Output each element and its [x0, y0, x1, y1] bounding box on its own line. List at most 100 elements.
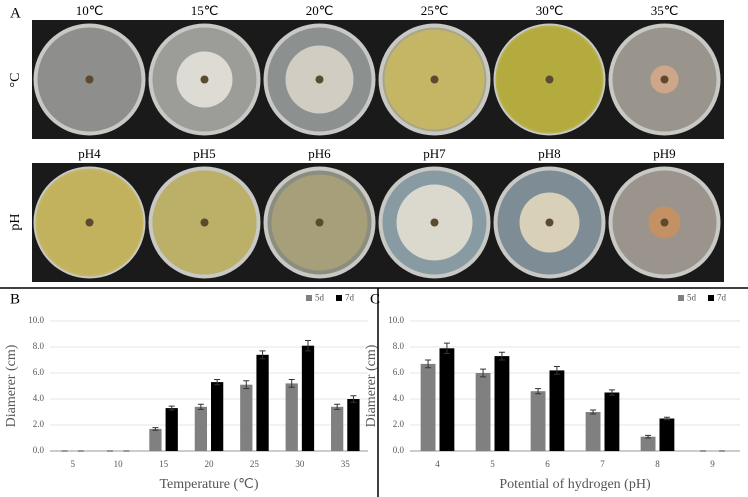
panel-label: B — [10, 291, 20, 307]
error-bar — [535, 388, 542, 395]
x-tick-label: 4 — [435, 459, 440, 469]
row-label: pH — [8, 213, 23, 230]
x-tick-label: 15 — [159, 459, 169, 469]
row-label: °C — [8, 73, 23, 88]
y-tick-label: 6.0 — [33, 367, 45, 377]
error-bar — [608, 389, 615, 396]
inoculum — [85, 75, 94, 84]
bar — [331, 406, 344, 451]
photo-label: pH7 — [423, 146, 446, 161]
inoculum — [200, 75, 209, 84]
bar — [256, 354, 269, 451]
bar — [211, 382, 224, 451]
x-axis-label: Potential of hydrogen (pH) — [499, 477, 651, 492]
x-tick-label: 35 — [341, 459, 351, 469]
y-tick-label: 2.0 — [393, 419, 405, 429]
photo-label: 20℃ — [306, 3, 334, 18]
x-axis-label: Temperature (℃) — [159, 477, 258, 492]
bar — [530, 391, 546, 451]
bar — [585, 412, 601, 451]
photo-label: pH5 — [193, 146, 215, 161]
bar — [420, 363, 436, 451]
error-bar — [243, 380, 250, 390]
error-bar — [498, 351, 505, 361]
legend-swatch — [678, 295, 684, 301]
error-bar — [214, 379, 221, 386]
error-bar — [443, 342, 450, 354]
legend-label: 7d — [717, 293, 727, 303]
error-bar — [168, 405, 175, 411]
error-bar — [334, 403, 341, 410]
x-tick-label: 30 — [295, 459, 305, 469]
y-tick-label: 4.0 — [393, 393, 405, 403]
y-tick-label: 8.0 — [393, 341, 405, 351]
error-bar — [553, 366, 560, 375]
panel-label: C — [370, 291, 380, 307]
error-bar — [288, 379, 295, 388]
y-tick-label: 10.0 — [388, 315, 404, 325]
bar — [149, 428, 162, 451]
panel-label: A — [10, 5, 21, 21]
inoculum — [660, 75, 669, 84]
bar — [439, 348, 455, 451]
inoculum — [315, 75, 324, 84]
x-tick-label: 9 — [710, 459, 715, 469]
y-axis-label: Diamerer (cm) — [4, 344, 19, 427]
legend-swatch — [336, 295, 342, 301]
legend-label: 5d — [687, 293, 697, 303]
y-tick-label: 2.0 — [33, 419, 45, 429]
x-tick-label: 10 — [114, 459, 124, 469]
x-tick-label: 5 — [490, 459, 495, 469]
inoculum — [545, 218, 554, 227]
error-bar — [645, 434, 652, 439]
legend-label: 5d — [315, 293, 325, 303]
error-bar — [259, 350, 266, 360]
bar — [640, 436, 656, 451]
photo-label: 10℃ — [76, 3, 104, 18]
bar — [301, 345, 315, 451]
x-tick-label: 7 — [600, 459, 605, 469]
bar — [659, 418, 675, 451]
y-tick-label: 10.0 — [28, 315, 44, 325]
y-tick-label: 8.0 — [33, 341, 45, 351]
bar — [240, 384, 253, 451]
photo-label: pH8 — [538, 146, 560, 161]
x-tick-label: 6 — [545, 459, 550, 469]
bar — [494, 356, 510, 451]
inoculum — [545, 75, 554, 84]
error-bar — [197, 403, 204, 410]
bar — [475, 373, 491, 451]
bar — [549, 370, 565, 451]
bar — [604, 392, 620, 451]
inoculum — [660, 218, 669, 227]
inoculum — [85, 218, 94, 227]
photo-label: pH6 — [308, 146, 331, 161]
y-tick-label: 4.0 — [33, 393, 45, 403]
x-tick-label: 20 — [205, 459, 215, 469]
y-axis-label: Diamerer (cm) — [364, 344, 379, 427]
error-bar — [663, 416, 670, 421]
legend-swatch — [708, 295, 714, 301]
photo-label: 15℃ — [191, 3, 219, 18]
photo-label: pH9 — [653, 146, 675, 161]
error-bar — [480, 368, 487, 378]
error-bar — [350, 395, 357, 403]
y-tick-label: 0.0 — [393, 445, 405, 455]
photo-label: 25℃ — [421, 3, 449, 18]
inoculum — [430, 218, 439, 227]
bar — [165, 408, 178, 451]
photo-label: 30℃ — [536, 3, 564, 18]
inoculum — [430, 75, 439, 84]
photo-label: 35℃ — [651, 3, 679, 18]
legend-label: 7d — [345, 293, 355, 303]
inoculum — [315, 218, 324, 227]
y-tick-label: 6.0 — [393, 367, 405, 377]
inoculum — [200, 218, 209, 227]
x-tick-label: 5 — [70, 459, 75, 469]
bar — [285, 383, 298, 451]
bar — [347, 399, 360, 451]
error-bar — [152, 427, 159, 431]
x-tick-label: 25 — [250, 459, 260, 469]
error-bar — [590, 409, 597, 415]
